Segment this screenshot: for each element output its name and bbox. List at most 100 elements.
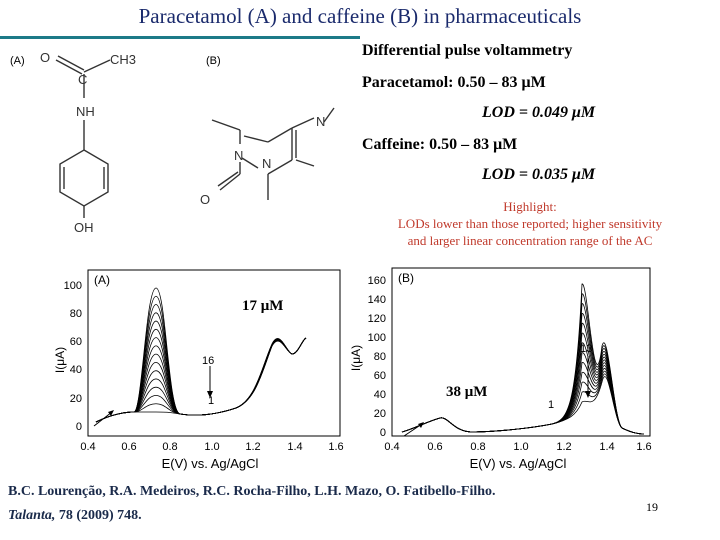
plot-a-xtick: 0.4: [80, 441, 95, 453]
atom-n3: N: [316, 114, 325, 129]
voltammogram-curve: [401, 283, 645, 435]
plot-a-annotation: 17 μM: [242, 298, 284, 314]
plot-b-xlabel: E(V) vs. Ag/AgCl: [470, 456, 567, 471]
caffeine-lod: LOD = 0.035 μM: [482, 166, 596, 183]
plot-a-ytick: 100: [64, 280, 82, 292]
caffeine-range: Caffeine: 0.50 – 83 μM: [362, 136, 518, 153]
plot-b-xtick: 0.8: [470, 441, 485, 453]
plot-a-xtick: 0.6: [121, 441, 136, 453]
plot-b-ytick: 40: [374, 389, 386, 401]
voltammogram-curve: [95, 337, 307, 423]
plot-a-scan-arrow-head: [108, 410, 114, 416]
highlight-line-2: and larger linear concentration range of…: [407, 233, 653, 248]
plot-b-arrow-head: [585, 391, 591, 398]
plot-a-xlabel: E(V) vs. Ag/AgCl: [162, 456, 259, 471]
voltammogram-curve: [95, 337, 307, 423]
structure-b: [211, 107, 335, 200]
plot-a-ytick: 60: [70, 336, 82, 348]
plot-a-xtick: 1.2: [245, 441, 260, 453]
atom-ch3: CH3: [110, 52, 136, 67]
plot-b-scan-arrow-head: [418, 422, 424, 428]
plot-b-xtick: 1.4: [599, 441, 614, 453]
atom-n2: N: [262, 156, 271, 171]
plot-a-ylabel: I(μA): [53, 347, 67, 373]
plot-a-xtick: 1.6: [328, 441, 343, 453]
voltammogram-curve: [401, 376, 645, 435]
chemical-structures: (A) O C CH3 NH OH (B) N N N O: [10, 50, 335, 235]
plot-b-ylabel: I(μA): [349, 345, 363, 371]
plot-a-ytick: 80: [70, 308, 82, 320]
paracetamol-range: Paracetamol: 0.50 – 83 μM: [362, 74, 546, 91]
plot-a-arrow-head: [207, 391, 213, 398]
plot-a-ytick: 0: [76, 421, 82, 433]
plot-b-ytick: 60: [374, 370, 386, 382]
plot-a-xtick: 0.8: [162, 441, 177, 453]
paracetamol-lod: LOD = 0.049 μM: [482, 104, 596, 121]
plot-b-curves: [401, 283, 645, 435]
voltammogram-curve: [95, 304, 307, 423]
plot-b-ytick: 140: [368, 294, 386, 306]
slide-title: Paracetamol (A) and caffeine (B) in phar…: [138, 4, 582, 28]
plot-b: (B) I(μA) 0 20 40 60 80 100 120 140 160 …: [349, 267, 652, 471]
voltammogram-curve: [95, 337, 307, 423]
reference-authors: B.C. Lourenção, R.A. Medeiros, R.C. Roch…: [8, 484, 496, 499]
voltammogram-curve: [95, 287, 307, 423]
plot-b-xtick: 1.2: [556, 441, 571, 453]
method-label: Differential pulse voltammetry: [362, 42, 573, 59]
reference-citation: Talanta, 78 (2009) 748.: [8, 504, 496, 528]
reference-journal: Talanta,: [8, 508, 56, 523]
plot-b-curve-lo-label: 1: [548, 399, 554, 411]
plot-b-xtick: 1.0: [513, 441, 528, 453]
plot-a-panel-label: (A): [94, 273, 110, 287]
plot-b-ytick: 120: [368, 313, 386, 325]
atom-o: O: [40, 50, 50, 65]
atom-n1: N: [234, 148, 243, 163]
reference: B.C. Lourenção, R.A. Medeiros, R.C. Roch…: [8, 480, 496, 528]
plot-a-ytick: 20: [70, 393, 82, 405]
plot-b-ytick: 160: [368, 275, 386, 287]
plot-a-curve-lo-label: 1: [208, 395, 214, 407]
voltammogram-curve: [95, 328, 307, 423]
plot-b-ytick: 80: [374, 351, 386, 363]
plot-a-scan-arrow: [93, 411, 113, 427]
voltammogram-curve: [95, 337, 307, 423]
structure-b-label: (B): [206, 55, 221, 67]
highlight-title: Highlight:: [503, 199, 557, 214]
plot-b-xtick: 0.6: [427, 441, 442, 453]
atom-c: C: [78, 72, 87, 87]
voltammogram-curve: [95, 337, 307, 423]
voltammogram-curve: [401, 362, 645, 435]
voltammogram-curve: [95, 337, 307, 423]
plot-b-ytick: 20: [374, 408, 386, 420]
voltammogram-curve: [95, 337, 307, 423]
plot-b-annotation: 38 μM: [446, 384, 488, 400]
plot-a-ytick: 40: [70, 364, 82, 376]
voltammogram-curve: [95, 337, 307, 423]
plot-b-panel-label: (B): [398, 271, 414, 285]
highlight-line-1: LODs lower than those reported; higher s…: [397, 216, 663, 231]
plot-a: (A) I(μA) 0 20 40 60 80 100 0.4 0.6 0.8 …: [53, 269, 344, 471]
voltammogram-curve: [95, 337, 307, 423]
reference-volume: 78 (2009) 748.: [55, 508, 142, 523]
highlight-note: Highlight: LODs lower than those reporte…: [350, 198, 710, 249]
structure-a: [55, 55, 111, 218]
plot-b-xtick: 0.4: [384, 441, 399, 453]
plot-a-curves: [95, 287, 307, 423]
plot-a-xtick: 1.4: [287, 441, 302, 453]
atom-o: O: [200, 192, 210, 207]
plot-b-scan-arrow: [403, 423, 423, 437]
plot-b-ytick: 100: [368, 332, 386, 344]
structure-a-label: (A): [10, 55, 25, 67]
voltammogram-curve: [95, 337, 307, 423]
atom-oh: OH: [74, 220, 94, 235]
plot-a-xtick: 1.0: [204, 441, 219, 453]
page-number: 19: [646, 500, 658, 514]
voltammogram-curve: [95, 320, 307, 423]
plot-b-xtick: 1.6: [636, 441, 651, 453]
voltammogram-curve: [95, 295, 307, 423]
plot-b-ytick: 0: [380, 427, 386, 439]
title-underline: [0, 36, 360, 39]
voltammogram-curve: [95, 312, 307, 423]
plot-a-curve-hi-label: 16: [202, 355, 214, 367]
voltammogram-curve: [401, 373, 645, 435]
